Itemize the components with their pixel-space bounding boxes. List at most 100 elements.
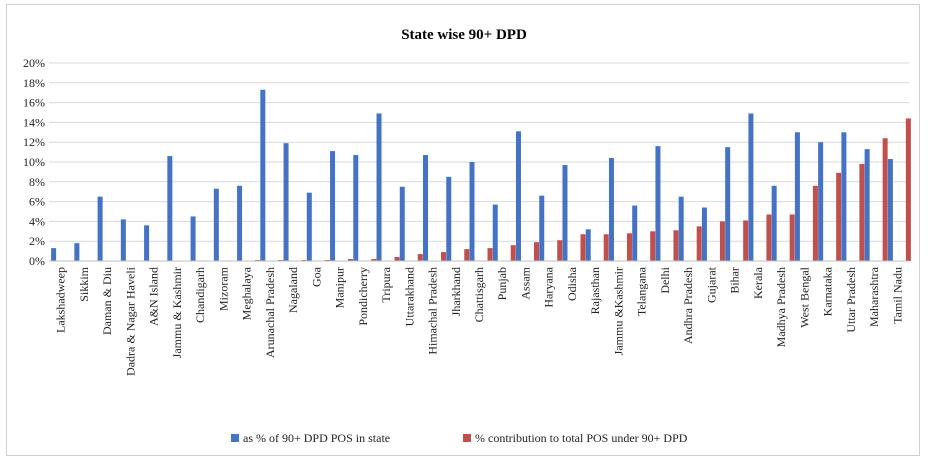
x-tick-label: Uttarakhand (402, 267, 416, 326)
bar-state-pct (655, 146, 661, 261)
bar-contribution-pct (533, 242, 539, 261)
x-tick-label: Maharashtra (867, 266, 881, 327)
bar-state-pct (260, 89, 266, 261)
x-tick-label: Odisha (565, 266, 579, 301)
x-tick-label: Jharkhand (449, 267, 463, 316)
bar-state-pct (376, 113, 382, 262)
bar-state-pct (539, 195, 545, 261)
x-tick-label: Kerala (751, 266, 765, 299)
bar-contribution-pct (603, 234, 609, 261)
bar-state-pct (469, 162, 475, 261)
bar-state-pct (515, 131, 521, 261)
x-tick-label: Gujarat (704, 266, 718, 303)
bar-contribution-pct (510, 245, 516, 261)
y-tick-label: 12% (23, 135, 45, 149)
bar-contribution-pct (859, 163, 865, 261)
bar-state-pct (864, 149, 870, 261)
x-axis: Lakshadweep Sikkim Daman & Diu Dadra & Naga… (49, 260, 909, 376)
x-tick-label: Dadra & Nagar Haveli (123, 266, 137, 376)
bar-state-pct (167, 156, 173, 261)
x-tick-label: A&N Island (147, 267, 161, 326)
x-tick-label: Jammu &Kashmir (611, 267, 625, 355)
bar-state-pct (818, 142, 824, 261)
x-tick-label: Tripura (379, 266, 393, 302)
y-tick-label: 16% (23, 96, 45, 110)
y-tick-label: 0% (29, 254, 45, 268)
y-tick-label: 8% (29, 175, 45, 189)
bar-contribution-pct (743, 220, 749, 261)
bar-contribution-pct (626, 233, 632, 261)
bar-contribution-pct (441, 252, 447, 261)
bar-contribution-pct (836, 172, 842, 261)
x-tick-label: Madhya Pradesh (774, 267, 788, 347)
bar-state-pct (841, 132, 847, 261)
x-tick-label: Himachal Pradesh (426, 267, 440, 355)
x-tick-label: Chandigarh (193, 267, 207, 323)
x-tick-label: Manipur (333, 267, 347, 308)
bar-state-pct (887, 159, 893, 261)
x-tick-label: Arunachal Pradesh (263, 267, 277, 358)
bar-state-pct (144, 225, 150, 261)
bar-state-pct (794, 132, 800, 261)
x-tick-label: Goa (309, 266, 323, 287)
bar-contribution-pct (394, 257, 400, 261)
y-tick-label: 2% (29, 234, 45, 248)
x-tick-label: Jammu & Kashmir (170, 267, 184, 358)
bar-contribution-pct (580, 234, 586, 261)
y-tick-label: 18% (23, 76, 45, 90)
bar-state-pct (446, 176, 452, 261)
bar-contribution-pct (650, 231, 656, 261)
bar-state-pct (330, 151, 336, 261)
x-tick-label: Punjab (495, 267, 509, 300)
bar-contribution-pct (464, 249, 470, 261)
x-tick-label: Delhi (658, 266, 672, 293)
bar-state-pct (399, 186, 405, 261)
bars (51, 89, 911, 262)
bar-contribution-pct (905, 118, 911, 261)
x-tick-label: Daman & Diu (100, 267, 114, 335)
x-tick-label: Andhra Pradesh (681, 267, 695, 344)
legend-label: as % of 90+ DPD POS in state (243, 431, 390, 445)
bar-contribution-pct (348, 259, 354, 261)
bar-state-pct (120, 219, 126, 261)
bar-state-pct (748, 113, 754, 262)
bar-contribution-pct (789, 214, 795, 261)
y-tick-label: 14% (23, 115, 45, 129)
bar-contribution-pct (487, 248, 493, 261)
bar-contribution-pct (371, 259, 377, 261)
bar-contribution-pct (812, 185, 818, 261)
x-tick-label: Lakshadweep (54, 267, 68, 333)
chart-title: State wise 90+ DPD (401, 27, 527, 43)
legend: as % of 90+ DPD POS in state % contributi… (231, 431, 688, 445)
x-tick-label: West Bengal (797, 266, 811, 327)
bar-state-pct (632, 205, 638, 261)
x-tick-label: Haryana (542, 266, 556, 307)
x-tick-label: Bihar (728, 267, 742, 294)
bar-state-pct (213, 188, 219, 261)
x-tick-label: Nagaland (286, 267, 300, 313)
bar-contribution-pct (882, 138, 888, 261)
y-tick-label: 4% (29, 214, 45, 228)
x-tick-label: Rajasthan (588, 267, 602, 314)
bar-state-pct (678, 196, 684, 261)
bar-contribution-pct (557, 240, 563, 261)
y-axis: 0% 2% 4% 6% 8% 10% 12% 14% 16% 18% 20% (23, 56, 45, 268)
x-tick-label: Telangana (635, 266, 649, 316)
bar-state-pct (74, 243, 80, 261)
bar-state-pct (51, 248, 57, 261)
bar-contribution-pct (696, 226, 702, 261)
bar-state-pct (608, 158, 614, 261)
bar-state-pct (585, 229, 591, 261)
bar-contribution-pct (719, 221, 725, 261)
bar-chart: State wise 90+ DPD 0% 2% 4% 6% 8% 10% 12% 14% 16… (23, 27, 911, 445)
bar-contribution-pct (766, 214, 772, 261)
bar-state-pct (492, 204, 498, 261)
bar-state-pct (306, 192, 312, 261)
x-tick-label: Uttar Pradesh (844, 267, 858, 333)
bar-state-pct (97, 196, 103, 261)
x-tick-label: Mizoram (216, 266, 230, 311)
legend-swatch (463, 434, 471, 442)
bar-state-pct (283, 143, 289, 261)
x-tick-label: Meghalaya (240, 266, 254, 320)
bar-state-pct (771, 185, 777, 261)
